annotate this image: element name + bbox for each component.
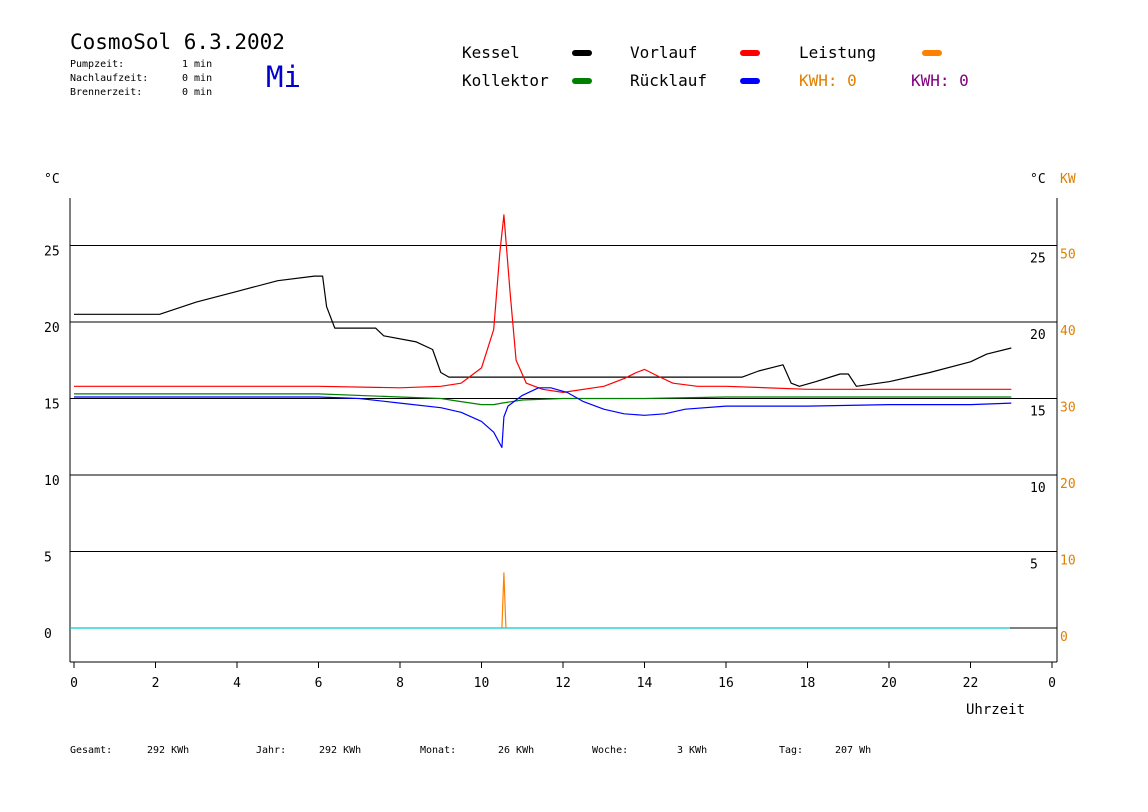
x-tick-label: 0 [1048,676,1056,691]
y-right-tick-label: 10 [1030,481,1046,496]
kw-tick-label: 30 [1060,401,1076,416]
info-row: Pumpzeit: 1 min [70,59,213,70]
axes [69,198,1058,668]
info-row: Brennerzeit: 0 min [70,87,213,98]
y-right-tick-label: 5 [1030,558,1038,573]
series-line-rcklauf [74,387,1012,449]
x-tick-label: 22 [963,676,979,691]
series-line-kessel [74,275,1012,387]
y-left-tick-label: 20 [44,321,60,336]
total-jahr-label: Jahr: [256,745,287,756]
y-right-tick-label: 15 [1030,405,1046,420]
legend-label-leistung: Leistung [799,43,877,62]
y-left-tick-label: 10 [44,474,60,489]
total-monat-label: Monat: [420,745,457,756]
total-tag-value: 207 Wh [835,745,872,756]
total-monat-value: 26 KWh [498,745,535,756]
kw-tick-label: 40 [1060,324,1076,339]
legend-swatch-vorlauf [740,50,760,56]
legend-label-vorlauf: Vorlauf [630,43,698,62]
total-jahr-value: 292 KWh [319,745,362,756]
x-tick-label: 6 [315,676,323,691]
total-woche-label: Woche: [592,745,629,756]
y-left-unit: °C [44,172,60,187]
x-tick-label: 18 [800,676,816,691]
y-left-tick-label: 5 [44,551,52,566]
legend-swatch-kollektor [572,78,592,84]
series-lines [70,214,1057,629]
x-tick-label: 2 [152,676,160,691]
kw-tick-label: 0 [1060,630,1068,645]
kw-tick-label: 50 [1060,248,1076,263]
y-right-unit: °C [1030,172,1046,187]
page-title: CosmoSol 6.3.2002 [70,30,285,54]
info-row: Nachlaufzeit: 0 min [70,73,213,84]
info-block: Pumpzeit: 1 min Nachlaufzeit: 0 min Brenne… [70,58,212,100]
series-line-vorlauf [74,214,1012,393]
total-woche-value: 3 KWh [677,745,708,756]
x-tick-label: 10 [474,676,490,691]
y-left-tick-label: 0 [44,627,52,642]
kwh-total-2: KWH: 0 [911,71,969,90]
total-gesamt-value: 292 KWh [147,745,190,756]
total-gesamt-label: Gesamt: [70,745,113,756]
series-line-kollektor [74,393,1012,406]
tick-labels: 0 2 4 6 8 10 12 14 16 18 20 22 0 0 5 10 15 20 25 5 10 15 20 25 0… [44,245,1076,692]
x-tick-label: 20 [881,676,897,691]
series-line-leistung [501,572,507,629]
x-axis-label: Uhrzeit [966,702,1025,718]
legend-swatch-ruecklauf [740,78,760,84]
total-tag-label: Tag: [779,745,804,756]
x-tick-label: 14 [637,676,653,691]
kw-tick-label: 20 [1060,477,1076,492]
x-tick-label: 0 [70,676,78,691]
legend-swatch-leistung [922,50,942,56]
x-tick-label: 12 [555,676,571,691]
legend-label-ruecklauf: Rücklauf [630,71,708,90]
weekday-label: Mi [266,60,301,94]
x-tick-label: 16 [718,676,734,691]
kwh-total-1: KWH: 0 [799,71,857,90]
legend-label-kollektor: Kollektor [462,71,549,90]
kw-tick-label: 10 [1060,554,1076,569]
legend-label-kessel: Kessel [462,43,520,62]
y-left-tick-label: 25 [44,245,60,260]
x-tick-label: 4 [233,676,241,691]
y-right-kw-unit: KW [1060,172,1076,187]
y-left-tick-label: 15 [44,398,60,413]
y-right-tick-label: 25 [1030,252,1046,267]
y-right-tick-label: 20 [1030,328,1046,343]
x-tick-label: 8 [396,676,404,691]
legend-swatch-kessel [572,50,592,56]
